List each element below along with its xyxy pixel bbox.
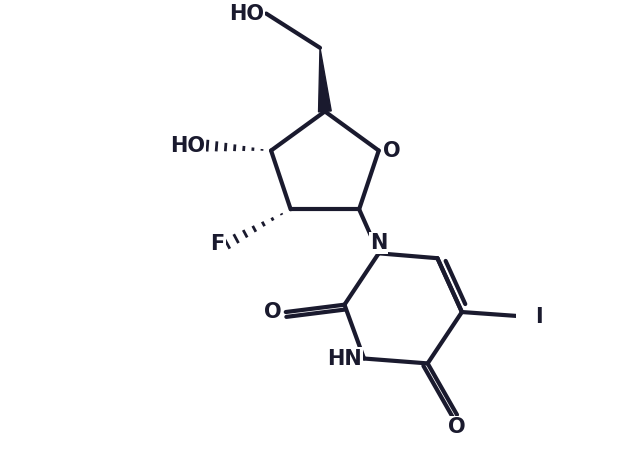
Text: I: I [535, 307, 543, 327]
Text: N: N [370, 233, 387, 253]
Polygon shape [319, 48, 332, 112]
Text: O: O [448, 417, 466, 437]
Text: HO: HO [170, 136, 205, 156]
Text: O: O [264, 302, 282, 322]
Text: HO: HO [228, 4, 264, 24]
Text: F: F [211, 234, 225, 253]
Text: HN: HN [327, 349, 362, 368]
Text: O: O [383, 141, 400, 161]
